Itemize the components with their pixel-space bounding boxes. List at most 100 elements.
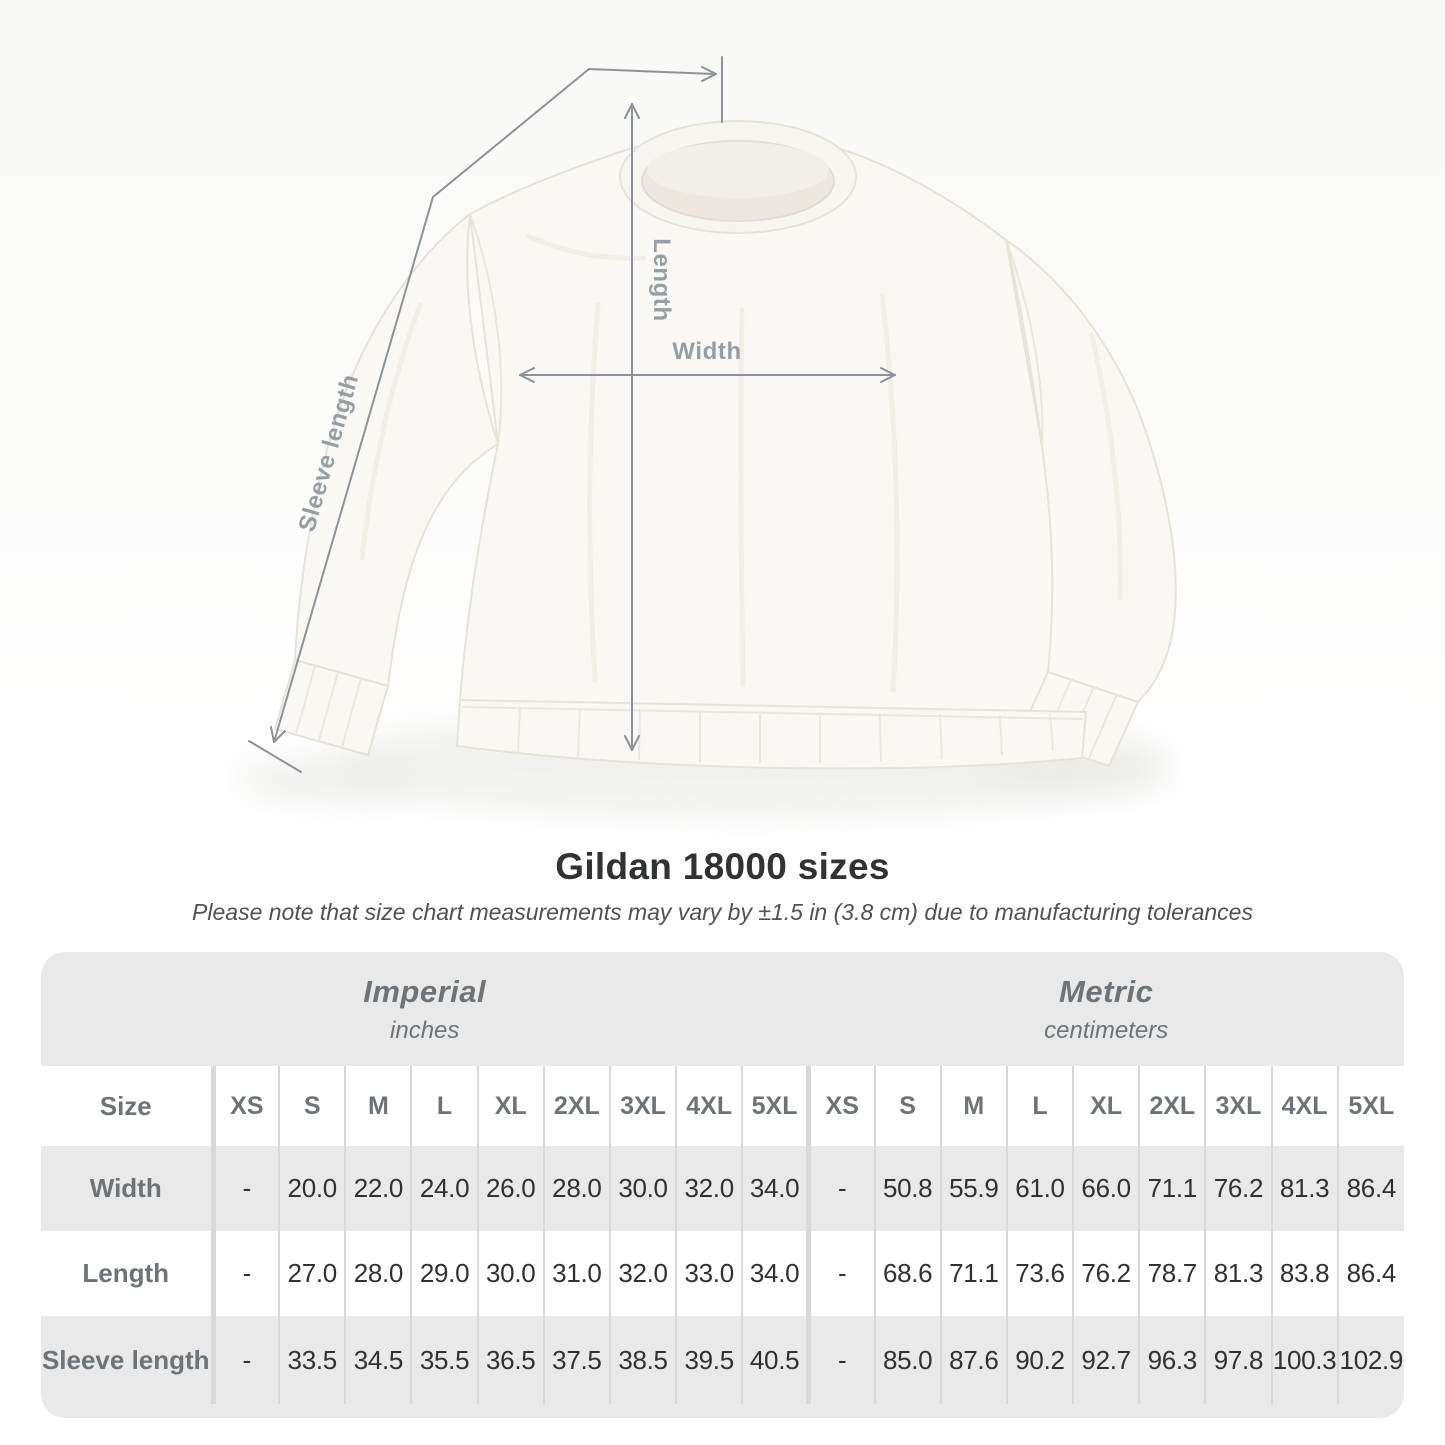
table-cell: 36.5 xyxy=(476,1316,544,1404)
length-row: Length - 27.0 28.0 29.0 30.0 31.0 32.0 3… xyxy=(41,1231,1404,1316)
table-cell: 71.1 xyxy=(1138,1146,1206,1231)
table-cell: 28.0 xyxy=(542,1146,610,1231)
table-cell: - xyxy=(210,1146,280,1231)
right-sleeve xyxy=(1005,239,1177,703)
metric-size-m: M xyxy=(939,1066,1007,1146)
heading-block: Gildan 18000 sizes Please note that size… xyxy=(0,846,1445,926)
page-title: Gildan 18000 sizes xyxy=(555,846,890,887)
table-cell: 26.0 xyxy=(476,1146,544,1231)
length-dimension-line: Length xyxy=(624,103,675,751)
metric-size-l: L xyxy=(1005,1066,1074,1146)
table-cell: 38.5 xyxy=(608,1316,677,1404)
metric-section-header: Metric centimeters xyxy=(808,952,1404,1066)
metric-size-3xl: 3XL xyxy=(1204,1066,1272,1146)
imperial-size-m: M xyxy=(344,1066,412,1146)
metric-size-xl: XL xyxy=(1072,1066,1140,1146)
table-cell: 39.5 xyxy=(675,1316,743,1404)
units-header-row: Imperial inches Metric centimeters xyxy=(41,952,1404,1066)
table-cell: 20.0 xyxy=(278,1146,346,1231)
table-cell: 81.3 xyxy=(1270,1146,1338,1231)
table-cell: 78.7 xyxy=(1138,1231,1206,1316)
width-label: Width xyxy=(672,338,741,365)
table-cell: 24.0 xyxy=(410,1146,478,1231)
table-cell: 83.8 xyxy=(1270,1231,1338,1316)
table-cell: 87.6 xyxy=(939,1316,1007,1404)
table-cell: 37.5 xyxy=(542,1316,610,1404)
row-label-length: Length xyxy=(41,1231,213,1316)
collar-back-panel xyxy=(647,142,829,198)
table-cell: 81.3 xyxy=(1204,1231,1272,1316)
table-cell: 50.8 xyxy=(873,1146,941,1231)
table-cell: 34.0 xyxy=(741,1231,809,1316)
imperial-size-5xl: 5XL xyxy=(741,1066,809,1146)
imperial-size-4xl: 4XL xyxy=(675,1066,743,1146)
page-subtitle: Please note that size chart measurements… xyxy=(192,899,1253,925)
table-cell: 86.4 xyxy=(1336,1146,1404,1231)
table-cell: 102.9 xyxy=(1336,1316,1404,1404)
table-cell: 90.2 xyxy=(1005,1316,1074,1404)
table-cell: 31.0 xyxy=(542,1231,610,1316)
sweatshirt-illustration xyxy=(274,120,1177,770)
table-cell: 32.0 xyxy=(675,1146,743,1231)
metric-section-title: Metric xyxy=(1059,973,1154,1009)
table-cell: - xyxy=(210,1231,280,1316)
imperial-size-xl: XL xyxy=(476,1066,544,1146)
table-cell: 30.0 xyxy=(476,1231,544,1316)
table-cell: - xyxy=(805,1231,875,1316)
table-cell: 85.0 xyxy=(873,1316,941,1404)
table-cell: - xyxy=(805,1316,875,1404)
sleeve-length-row: Sleeve length - 33.5 34.5 35.5 36.5 37.5… xyxy=(41,1316,1404,1404)
imperial-size-3xl: 3XL xyxy=(608,1066,677,1146)
table-cell: 35.5 xyxy=(410,1316,478,1404)
table-cell: 73.6 xyxy=(1005,1231,1074,1316)
hem-seam xyxy=(462,706,1084,720)
table-cell: 27.0 xyxy=(278,1231,346,1316)
sweatshirt-measurement-diagram: Length Width Sleeve length xyxy=(0,0,1445,850)
right-armhole-seam xyxy=(1005,239,1044,447)
imperial-size-2xl: 2XL xyxy=(542,1066,610,1146)
table-cell: 76.2 xyxy=(1204,1146,1272,1231)
table-cell: 22.0 xyxy=(344,1146,412,1231)
table-cell: 34.0 xyxy=(741,1146,809,1231)
table-cell: 76.2 xyxy=(1072,1231,1140,1316)
table-cell: - xyxy=(210,1316,280,1404)
table-cell: 29.0 xyxy=(410,1231,478,1316)
left-cuff-ribbing xyxy=(295,665,362,748)
metric-section-unit: centimeters xyxy=(1044,1016,1169,1044)
table-cell: 33.5 xyxy=(278,1316,346,1404)
metric-size-xs: XS xyxy=(805,1066,875,1146)
table-cell: 61.0 xyxy=(1005,1146,1074,1231)
width-dimension-line: Width xyxy=(519,338,896,383)
size-header-row: Size XS S M L XL 2XL 3XL 4XL 5XL XS S M … xyxy=(41,1066,1404,1146)
table-cell: 34.5 xyxy=(344,1316,412,1404)
metric-size-2xl: 2XL xyxy=(1138,1066,1206,1146)
table-cell: 33.0 xyxy=(675,1231,743,1316)
width-row: Width - 20.0 22.0 24.0 26.0 28.0 30.0 32… xyxy=(41,1146,1404,1231)
row-label-sleeve-length: Sleeve length xyxy=(41,1344,210,1375)
metric-size-s: S xyxy=(873,1066,941,1146)
imperial-section-header: Imperial inches xyxy=(41,952,808,1066)
metric-size-4xl: 4XL xyxy=(1270,1066,1338,1146)
table-cell: 100.3 xyxy=(1270,1316,1338,1404)
imperial-size-l: L xyxy=(410,1066,478,1146)
size-header-label: Size xyxy=(41,1066,213,1146)
hem-band xyxy=(456,699,1087,770)
length-label: Length xyxy=(648,238,675,322)
table-cell: 71.1 xyxy=(939,1231,1007,1316)
hem-ribbing xyxy=(517,705,1054,763)
size-chart-table: Imperial inches Metric centimeters Size … xyxy=(41,952,1404,1404)
table-cell: 66.0 xyxy=(1072,1146,1140,1231)
size-chart: Imperial inches Metric centimeters Size … xyxy=(41,952,1404,1418)
row-label-width: Width xyxy=(89,1173,162,1203)
table-cell: 92.7 xyxy=(1072,1316,1140,1404)
table-cell: - xyxy=(805,1146,875,1231)
table-cell: 32.0 xyxy=(608,1231,677,1316)
imperial-size-s: S xyxy=(278,1066,346,1146)
imperial-section-title: Imperial xyxy=(363,973,487,1009)
imperial-section-unit: inches xyxy=(390,1016,460,1044)
metric-size-5xl: 5XL xyxy=(1336,1066,1404,1146)
table-cell: 30.0 xyxy=(608,1146,677,1231)
table-cell: 55.9 xyxy=(939,1146,1007,1231)
table-cell: 97.8 xyxy=(1204,1316,1272,1404)
imperial-size-xs: XS xyxy=(210,1066,280,1146)
